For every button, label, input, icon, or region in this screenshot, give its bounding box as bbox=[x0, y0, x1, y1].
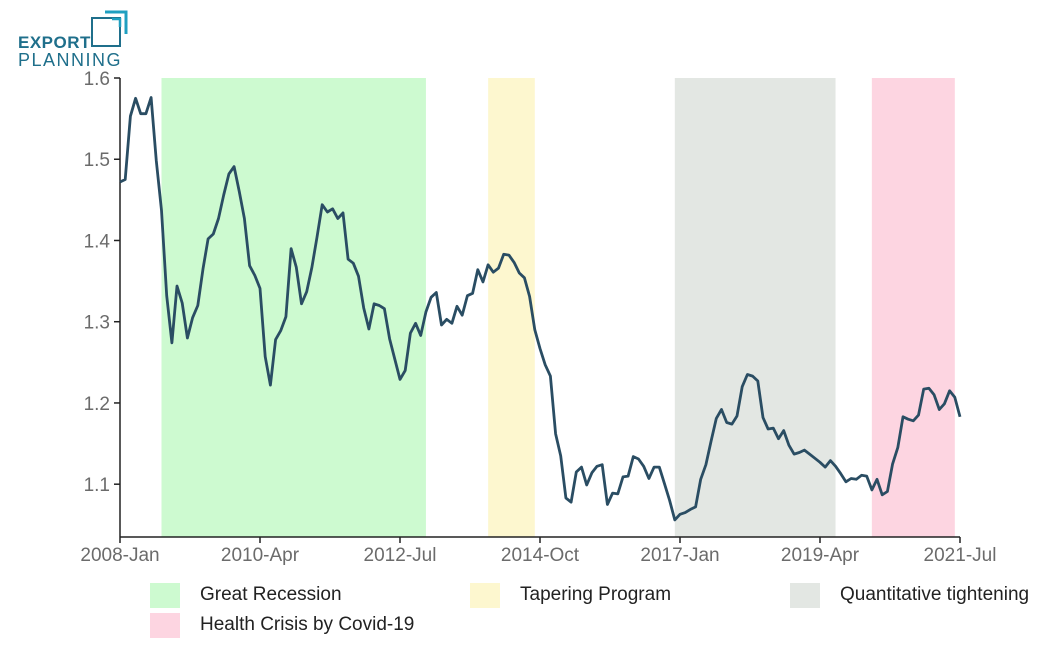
x-axis-ticks: 2008-Jan 2010-Apr 2012-Jul 2014-Oct 2017-Jan… bbox=[80, 537, 996, 566]
x-tick-label: 2010-Apr bbox=[221, 545, 300, 566]
legend-label: Quantitative tightening bbox=[840, 584, 1030, 605]
legend-label: Health Crisis by Covid-19 bbox=[200, 614, 415, 635]
x-tick-label: 2019-Apr bbox=[781, 545, 860, 566]
logo-squares-icon bbox=[91, 10, 128, 47]
period-band-2 bbox=[488, 78, 535, 537]
legend: Great Recession Tapering Program Quantitat… bbox=[0, 580, 1048, 650]
y-tick-label: 1.4 bbox=[84, 231, 111, 252]
y-tick-label: 1.2 bbox=[84, 394, 110, 415]
legend-item-3: Quantitative tightening bbox=[790, 582, 1029, 608]
y-tick-label: 1.5 bbox=[84, 150, 110, 171]
x-tick-label: 2017-Jan bbox=[640, 545, 719, 566]
period-bands bbox=[161, 78, 955, 537]
period-band-3 bbox=[674, 78, 836, 537]
line-chart: 1.1 1.2 1.3 1.4 1.5 1.6 2008-Jan 2010-Apr 2012-… bbox=[80, 69, 996, 566]
y-axis-ticks: 1.1 1.2 1.3 1.4 1.5 1.6 bbox=[84, 69, 120, 496]
y-tick-label: 1.6 bbox=[84, 69, 110, 90]
x-tick-label: 2014-Oct bbox=[501, 545, 580, 566]
y-tick-label: 1.1 bbox=[84, 475, 110, 496]
period-band-4 bbox=[871, 78, 955, 537]
period-band-1 bbox=[161, 78, 426, 537]
legend-item-4: Health Crisis by Covid-19 bbox=[150, 612, 414, 638]
legend-item-2: Tapering Program bbox=[470, 582, 671, 608]
logo-text-export: EXPORT bbox=[18, 33, 91, 52]
series-line bbox=[119, 96, 962, 522]
x-tick-label: 2021-Jul bbox=[924, 545, 997, 566]
legend-swatch bbox=[470, 582, 500, 608]
legend-label: Great Recession bbox=[200, 584, 342, 605]
legend-swatch bbox=[150, 582, 180, 608]
legend-swatch bbox=[790, 582, 820, 608]
y-tick-label: 1.3 bbox=[84, 313, 110, 334]
legend-swatch bbox=[150, 612, 180, 638]
x-tick-label: 2008-Jan bbox=[80, 545, 159, 566]
legend-label: Tapering Program bbox=[520, 584, 672, 605]
logo-text-planning: PLANNING bbox=[18, 50, 123, 70]
export-planning-logo: EXPORT PLANNING bbox=[16, 8, 136, 72]
x-tick-label: 2012-Jul bbox=[364, 545, 437, 566]
legend-item-1: Great Recession bbox=[150, 582, 342, 608]
